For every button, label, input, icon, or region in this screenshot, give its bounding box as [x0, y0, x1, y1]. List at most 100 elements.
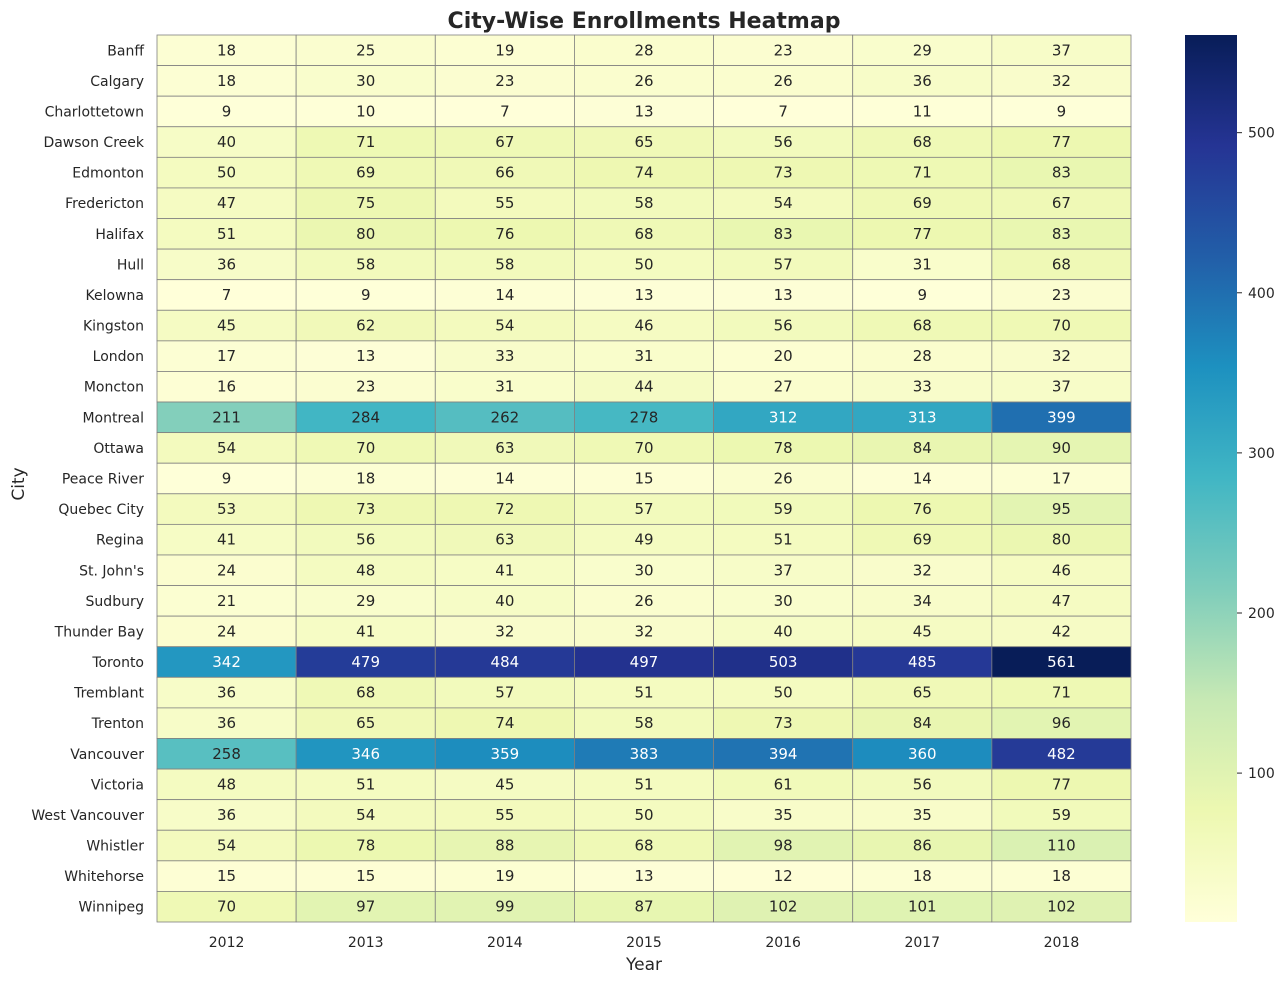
cell-value-label: 360: [908, 745, 937, 763]
cell-value-label: 45: [913, 622, 932, 640]
cell-value-label: 70: [1052, 317, 1071, 335]
cell-value-label: 7: [778, 102, 788, 120]
y-tick-label: Dawson Creek: [43, 135, 144, 151]
cell-value-label: 9: [222, 102, 232, 120]
heatmap-cell: [156, 34, 297, 66]
heatmap-cell: [156, 218, 297, 250]
heatmap-cell: [295, 707, 436, 739]
heatmap-cell: [574, 340, 714, 372]
cell-value-label: 19: [495, 41, 514, 59]
heatmap-cell: [434, 279, 575, 311]
cell-value-label: 284: [351, 408, 380, 426]
heatmap-cell: [991, 432, 1132, 464]
x-tick-label: 2015: [626, 935, 662, 951]
heatmap-cell: [574, 371, 714, 403]
y-tick-label: Hull: [117, 257, 144, 273]
cell-value-label: 14: [495, 470, 514, 488]
cell-value-label: 40: [495, 592, 514, 610]
cell-value-label: 42: [1052, 622, 1071, 640]
cell-value-label: 23: [495, 72, 514, 90]
cell-value-label: 65: [634, 133, 653, 151]
heatmap-cell: [852, 615, 993, 648]
heatmap-cell: [852, 799, 993, 831]
y-tick-label: Banff: [107, 43, 144, 59]
heatmap-cell: [991, 248, 1132, 281]
heatmap-cell: [434, 65, 575, 97]
cell-value-label: 32: [634, 622, 653, 640]
heatmap-cell: [852, 707, 993, 739]
y-tick-label: Sudbury: [86, 594, 144, 610]
cell-value-label: 58: [634, 194, 653, 212]
heatmap-cell: [991, 309, 1132, 342]
x-tick-label: 2013: [348, 935, 384, 951]
cell-value-label: 73: [774, 714, 793, 732]
heatmap-cell: [295, 187, 436, 219]
cell-value-label: 54: [495, 317, 514, 335]
cell-value-label: 14: [913, 470, 932, 488]
heatmap-cell: [434, 432, 575, 464]
heatmap-cell: [156, 371, 297, 403]
heatmap-cell: [991, 523, 1132, 556]
cell-value-label: 41: [217, 531, 236, 549]
cell-value-label: 54: [356, 806, 375, 824]
cell-value-label: 394: [769, 745, 798, 763]
heatmap-cell: [574, 523, 714, 556]
cell-value-label: 77: [1052, 775, 1071, 793]
heatmap-cell: [852, 34, 993, 66]
heatmap-cell: [852, 218, 993, 250]
cell-value-label: 36: [217, 684, 236, 702]
cell-value-label: 110: [1047, 837, 1076, 855]
heatmap-cell: [574, 309, 714, 342]
heatmap-cell: [852, 738, 993, 770]
colorbar-tick-label: 300: [1248, 446, 1275, 462]
heatmap-cell: [434, 676, 575, 709]
colorbar: [1185, 35, 1237, 922]
cell-value-label: 15: [217, 867, 236, 885]
heatmap-cell: [713, 646, 854, 678]
cell-value-label: 57: [774, 255, 793, 273]
heatmap-cell: [852, 891, 993, 923]
heatmap-cell: [713, 309, 854, 342]
heatmap-cell: [574, 95, 714, 128]
cell-value-label: 68: [913, 317, 932, 335]
heatmap-cell: [713, 340, 854, 372]
heatmap-cell: [156, 65, 297, 97]
cell-value-label: 278: [630, 408, 659, 426]
colorbar-tick-label: 500: [1248, 126, 1275, 142]
cell-value-label: 36: [217, 255, 236, 273]
cell-value-label: 102: [1047, 898, 1076, 916]
cell-value-label: 34: [913, 592, 932, 610]
heatmap-cell: [991, 401, 1132, 434]
cell-value-label: 50: [634, 806, 653, 824]
cell-value-label: 101: [908, 898, 937, 916]
heatmap-cell: [713, 432, 854, 464]
cell-value-label: 18: [217, 41, 236, 59]
heatmap-cell: [434, 891, 575, 923]
cell-value-label: 54: [217, 439, 236, 457]
cell-value-label: 98: [774, 837, 793, 855]
cell-value-label: 71: [913, 164, 932, 182]
cell-value-label: 78: [356, 837, 375, 855]
cell-value-label: 482: [1047, 745, 1076, 763]
y-tick-label: Whistler: [86, 839, 144, 855]
cell-value-label: 56: [774, 133, 793, 151]
heatmap-cell: [713, 95, 854, 128]
heatmap-cell: [991, 554, 1132, 586]
cell-value-label: 68: [356, 684, 375, 702]
heatmap-cell: [434, 493, 575, 525]
cell-value-label: 74: [634, 164, 653, 182]
heatmap-cell: [574, 248, 714, 281]
cell-value-label: 7: [500, 102, 510, 120]
heatmap-cell: [713, 738, 854, 770]
heatmap-cell: [574, 218, 714, 250]
heatmap-cell: [991, 340, 1132, 372]
heatmap-cell: [713, 860, 854, 892]
cell-value-label: 40: [774, 622, 793, 640]
cell-value-label: 359: [491, 745, 520, 763]
cell-value-label: 29: [913, 41, 932, 59]
heatmap-cell: [574, 860, 714, 892]
cell-value-label: 18: [1052, 867, 1071, 885]
cell-value-label: 59: [774, 500, 793, 518]
cell-value-label: 58: [356, 255, 375, 273]
heatmap-cell: [295, 126, 436, 158]
